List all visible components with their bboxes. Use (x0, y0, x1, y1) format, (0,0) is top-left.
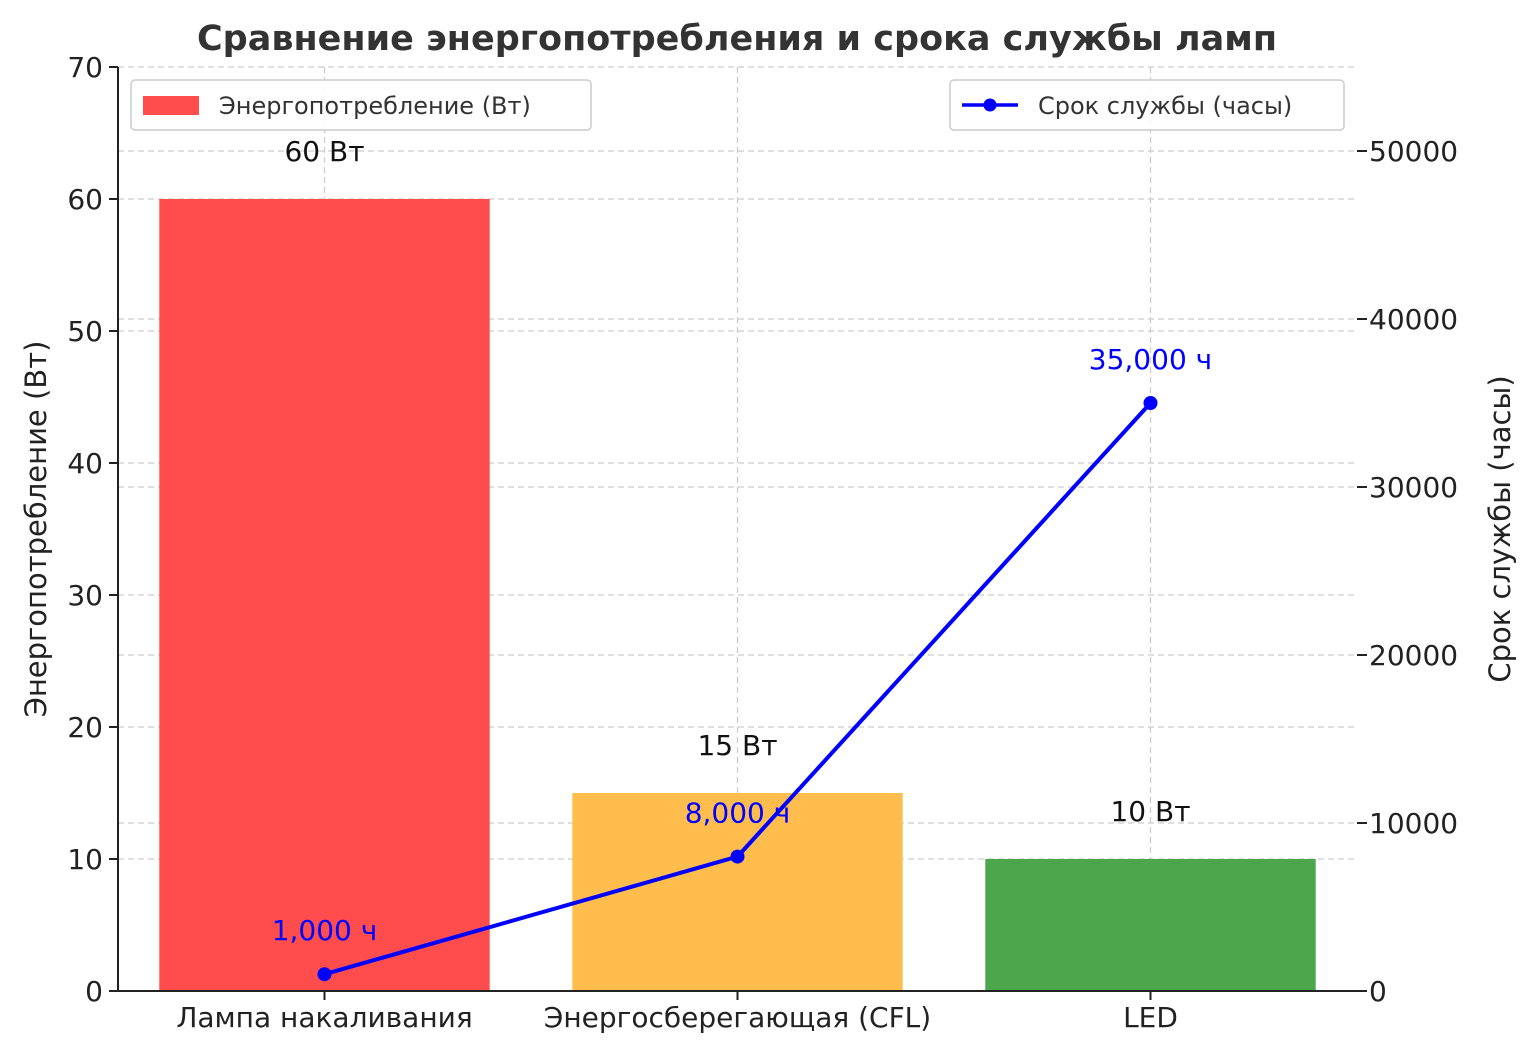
category-label: Лампа накаливания (176, 1001, 472, 1034)
right-axis-label: Срок службы (часы) (1483, 375, 1517, 682)
category-ticks: Лампа накаливания Энергосберегающая (CFL)… (176, 991, 1178, 1034)
category-label: Энергосберегающая (CFL) (544, 1001, 931, 1034)
legend-bar: Энергопотребление (Вт) (130, 79, 592, 131)
left-tick-label: 40 (67, 447, 103, 480)
bar (572, 793, 903, 991)
bar-data-label: 60 Вт (284, 135, 364, 168)
left-tick-label: 10 (67, 843, 103, 876)
right-ticks: 0 10000 20000 30000 40000 50000 (1357, 135, 1458, 1008)
line-data-label: 35,000 ч (1089, 343, 1212, 376)
left-tick-label: 20 (67, 711, 103, 744)
line-point (1143, 396, 1158, 410)
line-point (317, 967, 332, 982)
legend-line-marker (983, 98, 997, 112)
left-axis-label: Энергопотребление (Вт) (19, 341, 53, 718)
line-data-labels: 1,000 ч 8,000 ч 35,000 ч (272, 343, 1213, 947)
legend-bar-box (130, 79, 592, 131)
lifetime-line (317, 396, 1158, 982)
right-tick-label: 40000 (1369, 303, 1458, 336)
right-tick-label: 10000 (1369, 807, 1458, 840)
bar (159, 199, 490, 991)
left-tick-label: 50 (67, 315, 103, 348)
legend-bar-label: Энергопотребление (Вт) (219, 92, 531, 120)
legend-bar-swatch (143, 96, 199, 115)
right-tick-label: 50000 (1369, 135, 1458, 168)
bar-data-labels: 60 Вт 15 Вт 10 Вт (284, 135, 1190, 828)
legend-line-box (949, 79, 1345, 131)
left-tick-label: 30 (67, 579, 103, 612)
legend-line-label: Срок службы (часы) (1038, 92, 1292, 120)
left-tick-label: 60 (67, 183, 103, 216)
right-tick-label: 0 (1369, 975, 1387, 1008)
right-tick-label: 30000 (1369, 471, 1458, 504)
category-label: LED (1123, 1001, 1178, 1034)
line-point (730, 849, 745, 864)
right-tick-label: 20000 (1369, 639, 1458, 672)
chart-title: Сравнение энергопотребления и срока служ… (197, 19, 1277, 59)
bar (985, 859, 1316, 991)
line-data-label: 8,000 ч (685, 797, 791, 830)
line-data-label: 1,000 ч (272, 914, 378, 947)
left-ticks: 0 10 20 30 40 50 60 70 (67, 51, 118, 1008)
legend-line: Срок службы (часы) (949, 79, 1345, 131)
bar-data-label: 10 Вт (1110, 795, 1190, 828)
bar-data-label: 15 Вт (697, 729, 777, 762)
left-tick-label: 70 (67, 51, 103, 84)
left-tick-label: 0 (85, 975, 103, 1008)
bars (159, 199, 1316, 991)
